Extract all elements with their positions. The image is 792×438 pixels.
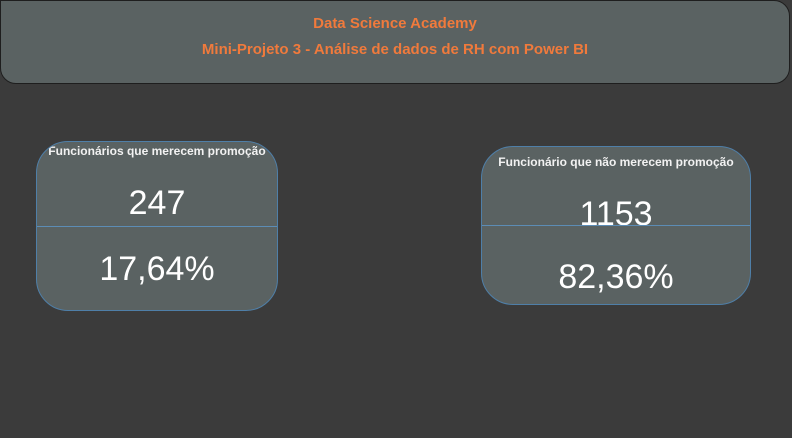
card-count: 247 — [128, 184, 186, 222]
header-subtitle: Mini-Projeto 3 - Análise de dados de RH … — [201, 41, 589, 58]
report-header: Data Science Academy Mini-Projeto 3 - An… — [0, 0, 790, 84]
card-percent: 82,36% — [558, 258, 674, 296]
card-title: Funcionário que não merecem promoção — [498, 155, 734, 169]
card-count: 1153 — [579, 195, 653, 233]
header-title: Data Science Academy — [313, 15, 477, 32]
card-promotion-no[interactable]: Funcionário que não merecem promoção 115… — [481, 146, 751, 305]
card-divider — [37, 226, 277, 227]
card-promotion-yes[interactable]: Funcionários que merecem promoção 247 17… — [36, 141, 278, 311]
card-percent: 17,64% — [99, 250, 215, 288]
card-title: Funcionários que merecem promoção — [48, 144, 266, 158]
card-divider — [482, 225, 750, 226]
